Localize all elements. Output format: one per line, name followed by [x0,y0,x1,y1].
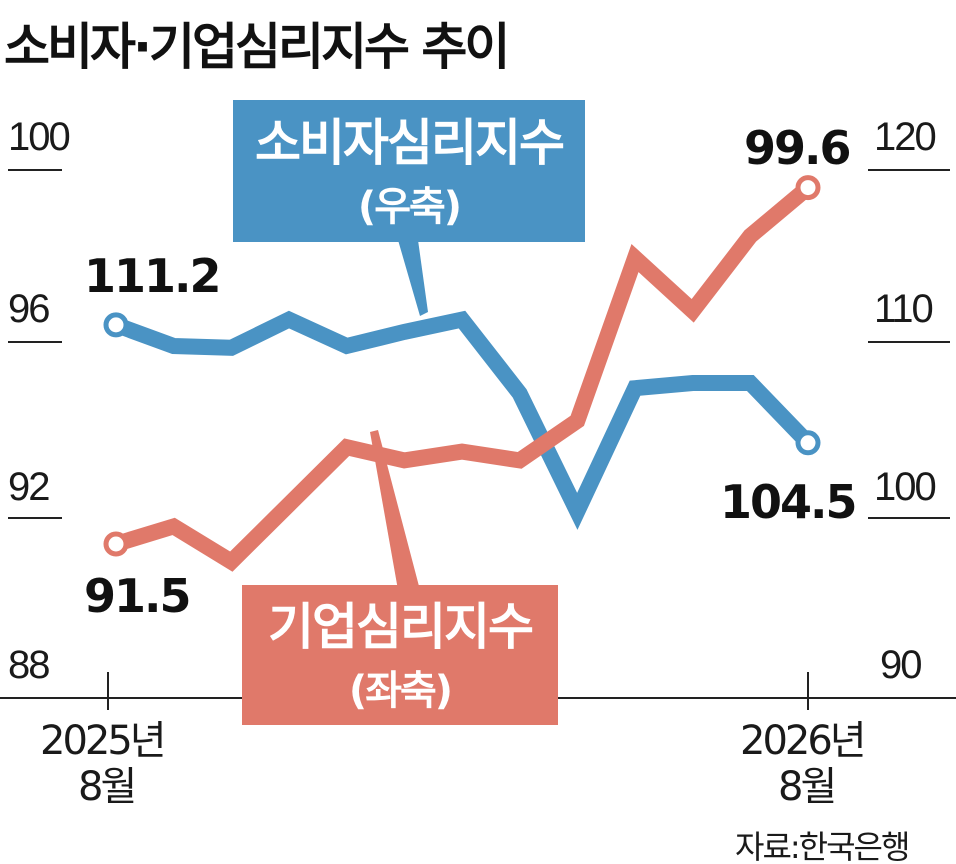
consumer-legend-bg [233,100,585,242]
source-note: 자료:한국은행 [735,828,908,864]
x-label-start-month: 8월 [78,764,134,810]
series-1-point-0 [103,531,129,557]
right-tick-120: 120 [874,115,935,159]
business-end-label: 99.6 [744,121,850,175]
chart-title: 소비자·기업심리지수 추이 [4,18,507,76]
left-tick-88: 88 [8,643,49,687]
consumer-legend-box: 소비자심리지수 (우축) [233,100,585,242]
left-tick-100: 100 [8,115,69,159]
business-legend-box: 기업심리지수 (좌축) [242,585,558,725]
right-tick-110: 110 [874,287,933,331]
business-legend-axis: (좌축) [349,668,451,714]
consumer-end-label: 104.5 [720,475,856,529]
right-tick-100: 100 [874,465,935,509]
x-label-start-year: 2025년 [40,718,164,764]
left-tick-92: 92 [8,465,49,509]
series-0-point-0 [103,312,129,338]
x-label-end-year: 2026년 [740,718,864,764]
business-start-label: 91.5 [84,569,190,623]
series-1-point-12 [795,175,821,201]
consumer-start-label: 111.2 [84,249,220,303]
consumer-legend-name: 소비자심리지수 [255,114,564,172]
left-tick-96: 96 [8,287,49,331]
consumer-legend-axis: (우축) [358,184,460,230]
left-axis: 100 96 92 88 [8,115,71,687]
consumer-legend-pointer [398,240,428,316]
right-tick-90: 90 [880,643,921,687]
business-legend-bg [242,585,558,725]
x-label-end-month: 8월 [778,764,834,810]
series-line-business [113,181,814,572]
business-legend-pointer [370,430,420,590]
data-points [103,175,821,557]
series-line-consumer [113,310,814,530]
series-0-point-12 [795,430,821,456]
business-legend-name: 기업심리지수 [268,598,533,656]
right-axis: 120 110 100 90 [868,115,950,687]
